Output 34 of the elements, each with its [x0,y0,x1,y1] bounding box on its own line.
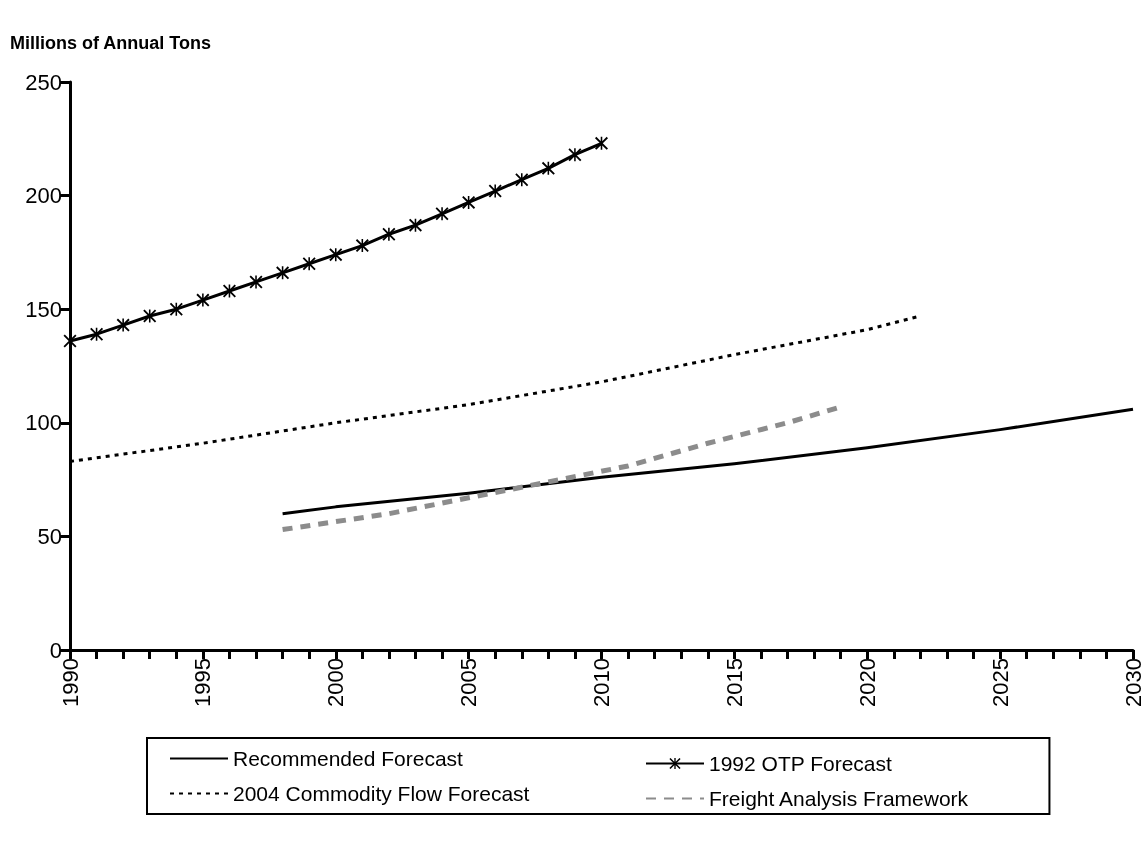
point [196,293,210,307]
x-tick-label: 1995 [190,658,216,707]
point [462,195,476,209]
x-tick-label: 2020 [854,658,880,707]
point [568,148,582,162]
y-tick-label: 250 [25,69,62,95]
y-axis-title: Millions of Annual Tons [10,33,211,53]
point [595,136,608,150]
x-tick-label: 2010 [589,658,614,707]
point [435,207,449,221]
x-tick-label: 2005 [456,658,482,707]
x-tick-label: 2025 [987,658,1013,707]
point [329,248,343,262]
point [143,309,157,323]
legend-label: 2004 Commodity Flow Forecast [233,782,530,805]
y-tick-label: 100 [25,410,62,436]
legend-label: Recommended Forecast [233,747,464,770]
y-tick-label: 50 [37,523,62,549]
x-tick-label: 2030 [1120,658,1144,707]
y-tick-label: 150 [25,296,62,322]
legend-label: 1992 OTP Forecast [709,752,893,775]
point [302,257,316,271]
line-series [281,407,1135,516]
point [382,227,396,241]
point [488,184,502,198]
x-tick-label: 2000 [323,658,349,707]
point [355,239,369,253]
legend-label: Freight Analysis Framework [709,787,969,810]
point [515,173,529,187]
y-tick-label: 200 [25,183,62,209]
x-tick-label: 2015 [721,658,747,707]
point [116,318,130,332]
point [249,275,263,289]
point [63,334,77,348]
